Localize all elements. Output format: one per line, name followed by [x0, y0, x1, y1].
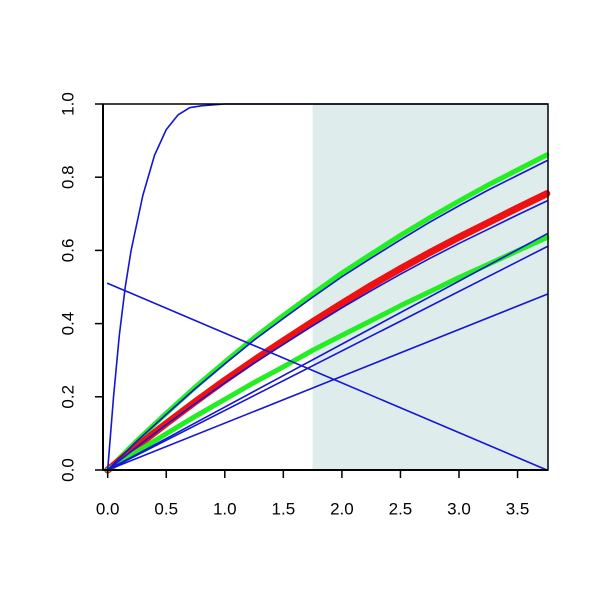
series-line: [106, 159, 548, 471]
x-tick-label: 3.0: [447, 499, 471, 518]
y-tick-label: 0.6: [58, 239, 77, 263]
series-line: [106, 200, 548, 471]
series-line: [106, 293, 548, 471]
y-tick-label: 1.0: [58, 92, 77, 116]
series-line: [105, 152, 550, 473]
x-tick-label: 1.0: [213, 499, 237, 518]
x-tick-label: 3.5: [506, 499, 530, 518]
x-tick-label: 0.0: [96, 499, 120, 518]
shaded-region: [312, 104, 548, 470]
y-tick-label: 0.8: [58, 165, 77, 189]
series-line: [104, 190, 551, 474]
y-tick-label: 0.4: [58, 312, 77, 336]
y-tick-label: 0.2: [58, 385, 77, 409]
series-line: [106, 282, 548, 471]
x-tick-label: 2.0: [330, 499, 354, 518]
x-tick-label: 1.5: [272, 499, 296, 518]
x-tick-label: 0.5: [154, 499, 178, 518]
series-line: [106, 233, 548, 471]
y-tick-label: 0.0: [58, 458, 77, 482]
x-tick-label: 2.5: [389, 499, 413, 518]
series-line: [105, 235, 550, 473]
series-line: [106, 245, 548, 471]
